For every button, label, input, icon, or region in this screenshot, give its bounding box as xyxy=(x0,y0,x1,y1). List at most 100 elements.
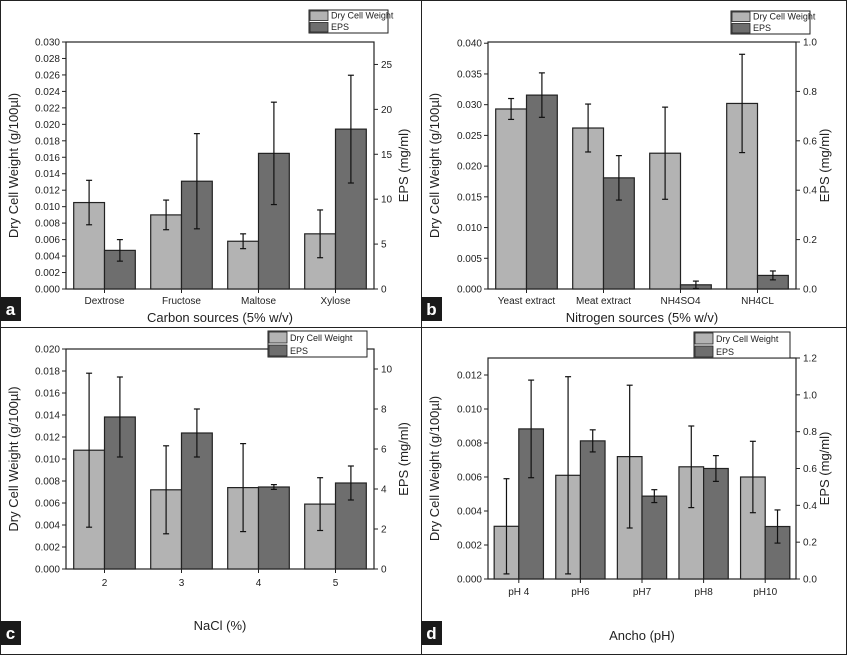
x-tick-label: Maltose xyxy=(241,296,276,307)
y2-axis-title: EPS (mg/ml) xyxy=(817,129,832,203)
x-tick-label: Dextrose xyxy=(84,296,124,307)
y-tick-label: 0.002 xyxy=(457,541,482,552)
y-tick-label: 0.018 xyxy=(35,367,60,378)
y-axis-title: Dry Cell Weight (g/100µl) xyxy=(6,386,21,531)
panel-divider-horizontal xyxy=(0,327,847,328)
panel-divider-vertical xyxy=(421,0,422,655)
legend-label: EPS xyxy=(331,22,349,32)
y2-axis-title: EPS (mg/ml) xyxy=(817,432,832,506)
bar-dry-cell-weight xyxy=(572,127,605,290)
x-tick-label: 2 xyxy=(102,578,108,589)
panel-tag-background xyxy=(421,297,442,321)
y-tick-label: 0.010 xyxy=(457,405,482,416)
legend-swatch-eps xyxy=(309,22,329,33)
legend-swatch-dry-cell-weight xyxy=(309,10,329,21)
y-tick-label: 0.015 xyxy=(457,192,482,203)
y-tick-label: 0.000 xyxy=(35,285,60,296)
x-tick-label: NH4SO4 xyxy=(660,296,700,307)
x-tick-label: pH10 xyxy=(753,587,777,598)
y-tick-label: 0.022 xyxy=(35,103,60,114)
y-tick-label: 0.014 xyxy=(35,411,60,422)
y2-tick-label: 20 xyxy=(381,105,393,116)
y-tick-label: 0.010 xyxy=(35,455,60,466)
legend-label: Dry Cell Weight xyxy=(753,12,816,22)
legend xyxy=(308,9,389,34)
x-tick-label: 5 xyxy=(333,578,339,589)
y2-tick-label: 6 xyxy=(381,445,387,456)
bar-eps xyxy=(703,467,729,580)
y-tick-label: 0.016 xyxy=(35,153,60,164)
panel-tag-label: a xyxy=(6,300,16,319)
x-axis-title: Ancho (pH) xyxy=(609,628,675,643)
y2-tick-label: 25 xyxy=(381,60,393,71)
x-tick-label: 3 xyxy=(179,578,185,589)
legend-swatch-dry-cell-weight xyxy=(694,332,714,345)
x-tick-label: Yeast extract xyxy=(498,296,556,307)
y-tick-label: 0.006 xyxy=(35,499,60,510)
panel-tag-label: c xyxy=(6,624,15,643)
y2-tick-label: 10 xyxy=(381,195,393,206)
legend-label: Dry Cell Weight xyxy=(716,334,779,344)
y-axis-title: Dry Cell Weight (g/100µl) xyxy=(427,93,442,238)
y-tick-label: 0.004 xyxy=(35,521,60,532)
y-tick-label: 0.000 xyxy=(457,575,482,586)
y2-tick-label: 0 xyxy=(381,565,387,576)
bar-dry-cell-weight xyxy=(495,108,528,290)
y2-tick-label: 0 xyxy=(381,285,387,296)
y-tick-label: 0.040 xyxy=(457,39,482,50)
y-tick-label: 0.008 xyxy=(457,439,482,450)
x-tick-label: pH 4 xyxy=(508,587,530,598)
y-tick-label: 0.020 xyxy=(35,345,60,356)
y2-tick-label: 0.6 xyxy=(803,464,817,475)
y2-tick-label: 0.8 xyxy=(803,87,817,98)
x-tick-label: pH6 xyxy=(571,587,590,598)
y-axis-title: Dry Cell Weight (g/100µl) xyxy=(427,396,442,541)
y-tick-label: 0.002 xyxy=(35,268,60,279)
legend-swatch-eps xyxy=(268,344,288,357)
x-tick-label: pH8 xyxy=(694,587,713,598)
x-tick-label: 4 xyxy=(256,578,262,589)
bar-eps xyxy=(641,495,668,580)
bar-eps xyxy=(525,94,558,290)
chart-panel-b: 0.000 0.005 0.010 0.015 0.020 0.025 0.030 0.035… xyxy=(421,10,832,325)
x-tick-label: Xylose xyxy=(320,296,350,307)
legend-label: Dry Cell Weight xyxy=(331,11,394,21)
x-tick-label: Meat extract xyxy=(576,296,631,307)
y-tick-label: 0.014 xyxy=(35,169,60,180)
y2-tick-label: 0.2 xyxy=(803,538,817,549)
y-tick-label: 0.006 xyxy=(35,235,60,246)
y-tick-label: 0.008 xyxy=(35,477,60,488)
y2-tick-label: 4 xyxy=(381,485,387,496)
y-tick-label: 0.008 xyxy=(35,219,60,230)
chart-panel-c: 0.000 0.002 0.004 0.006 0.008 0.010 0.012 0.014… xyxy=(0,330,411,645)
y2-tick-label: 0.8 xyxy=(803,427,817,438)
y-tick-label: 0.012 xyxy=(35,433,60,444)
y-tick-label: 0.002 xyxy=(35,543,60,554)
bar-eps xyxy=(257,486,290,570)
y-tick-label: 0.030 xyxy=(457,100,482,111)
y2-tick-label: 0.0 xyxy=(803,575,817,586)
chart-panel-d: 0.000 0.002 0.004 0.006 0.008 0.010 0.012 0.0 0.… xyxy=(421,331,832,645)
y-tick-label: 0.010 xyxy=(35,202,60,213)
y2-tick-label: 2 xyxy=(381,525,387,536)
y2-tick-label: 8 xyxy=(381,405,387,416)
y-tick-label: 0.006 xyxy=(457,473,482,484)
y-tick-label: 0.024 xyxy=(35,87,60,98)
y2-tick-label: 15 xyxy=(381,150,393,161)
y-tick-label: 0.005 xyxy=(457,254,482,265)
y2-tick-label: 0.4 xyxy=(803,186,817,197)
x-tick-label: pH7 xyxy=(633,587,652,598)
y2-axis-title: EPS (mg/ml) xyxy=(396,129,411,203)
legend-swatch-eps xyxy=(731,23,751,34)
y2-tick-label: 0.0 xyxy=(803,285,817,296)
y-tick-label: 0.016 xyxy=(35,389,60,400)
y-tick-label: 0.028 xyxy=(35,54,60,65)
legend-swatch-dry-cell-weight xyxy=(731,11,751,22)
y-tick-label: 0.018 xyxy=(35,136,60,147)
legend-label: EPS xyxy=(290,346,308,356)
y-tick-label: 0.004 xyxy=(35,252,60,263)
panel-tag-background xyxy=(0,297,21,321)
legend-swatch-eps xyxy=(694,345,714,358)
y2-tick-label: 0.2 xyxy=(803,235,817,246)
y2-tick-label: 10 xyxy=(381,365,393,376)
